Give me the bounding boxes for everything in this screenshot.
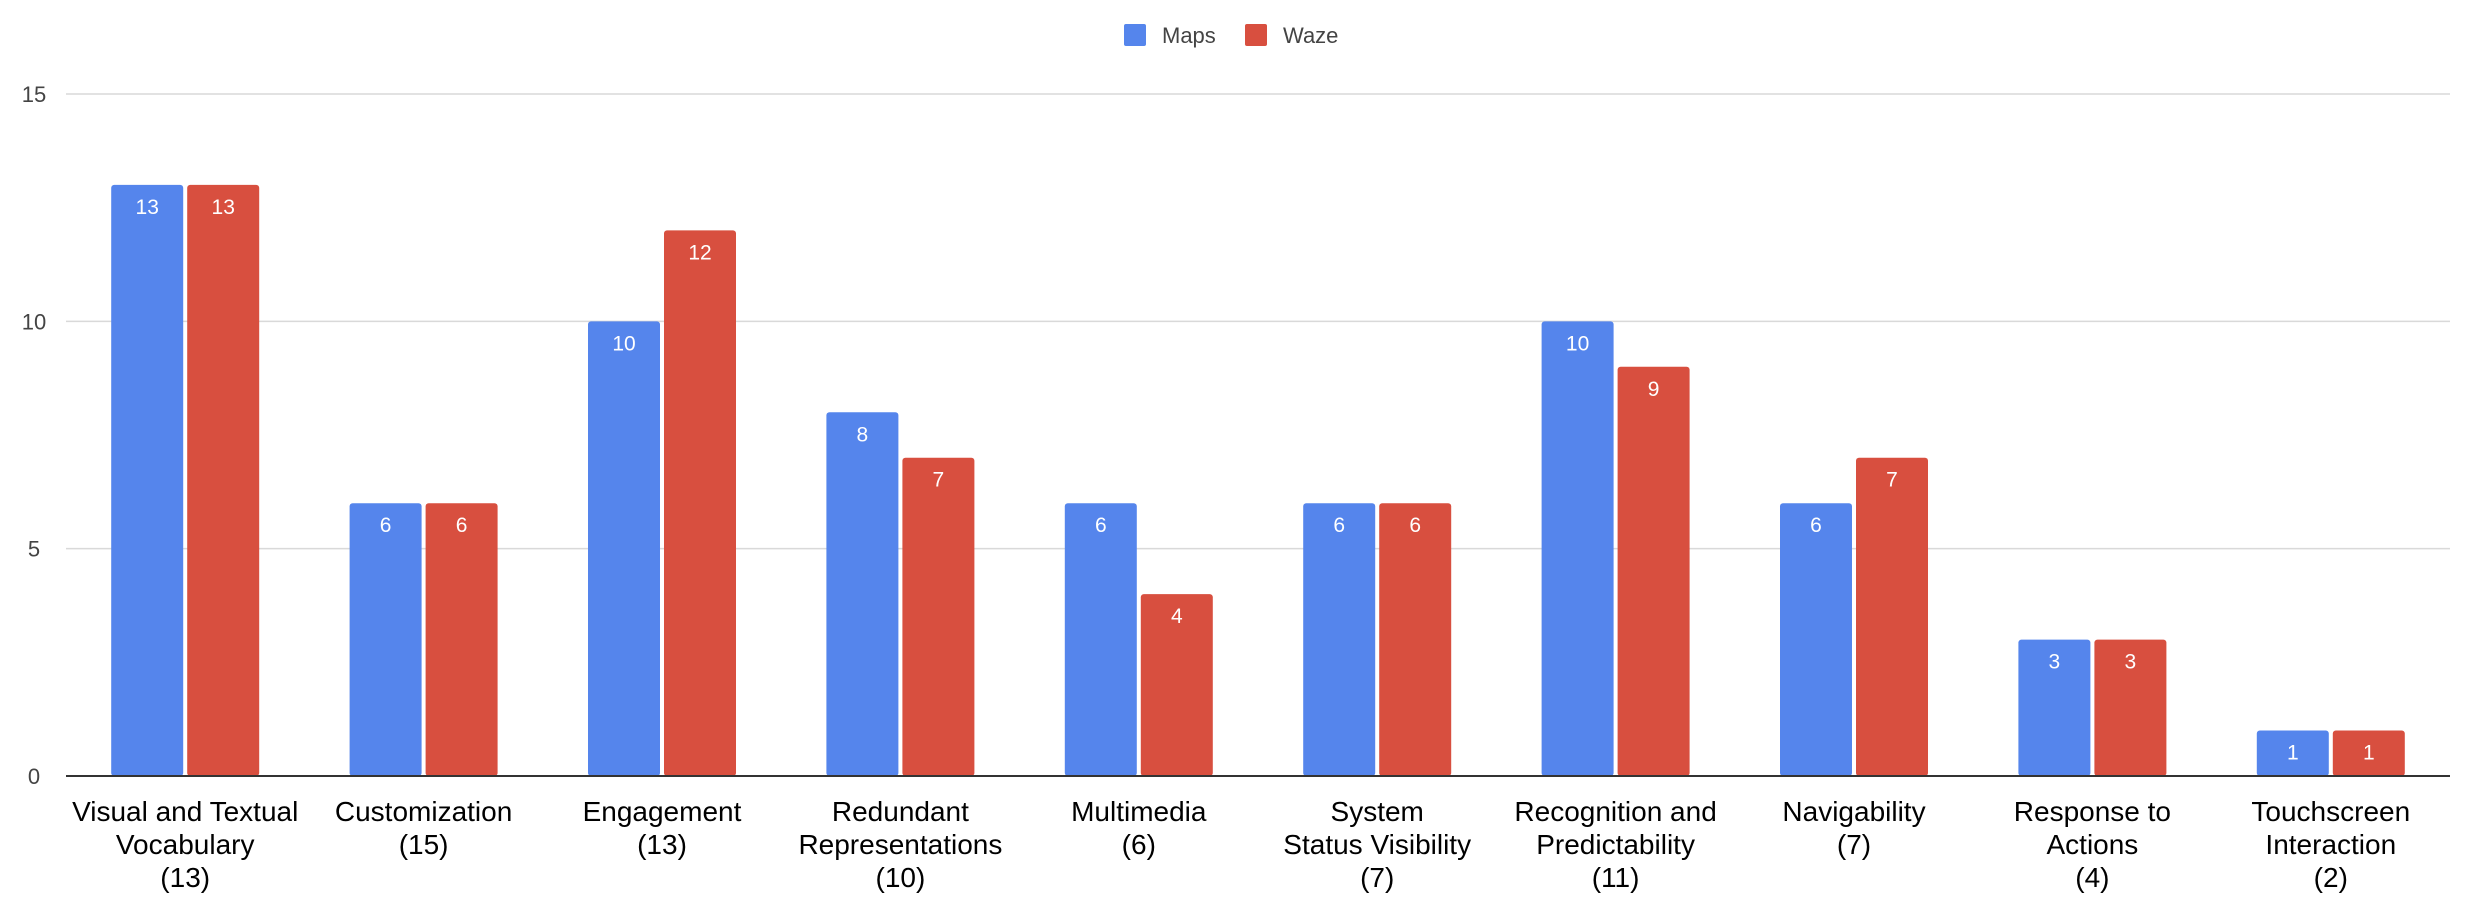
legend-label-maps: Maps (1162, 23, 1216, 48)
y-tick-label: 0 (28, 764, 40, 789)
data-label: 6 (1333, 514, 1345, 537)
x-tick-label: Response to Actions (4) (2014, 796, 2171, 893)
x-tick-label-line: Customization (335, 796, 512, 827)
x-tick-label: System Status Visibility (7) (1283, 796, 1471, 893)
x-tick-label-line: Actions (2046, 829, 2138, 860)
data-label: 10 (1566, 332, 1589, 355)
legend-label-waze: Waze (1283, 23, 1338, 48)
data-label: 10 (612, 332, 635, 355)
data-label: 6 (1095, 514, 1107, 537)
bar-waze (1617, 366, 1690, 776)
x-tick-label-line: Touchscreen (2251, 796, 2410, 827)
bar-maps (1303, 503, 1376, 776)
x-tick-label: Engagement (13) (583, 796, 742, 860)
x-tick-label-line: Representations (798, 829, 1002, 860)
bar-maps (2018, 639, 2091, 776)
bar-waze (1856, 457, 1928, 776)
data-label: 6 (456, 514, 468, 537)
data-label: 13 (212, 196, 235, 219)
bar-maps (1064, 503, 1137, 776)
x-tick-label-line: Recognition and (1514, 796, 1716, 827)
bar-maps (111, 184, 184, 776)
bar-maps (588, 321, 660, 776)
x-tick-label-line: (4) (2075, 862, 2109, 893)
data-label: 6 (1810, 514, 1822, 537)
x-tick-label-line: Engagement (583, 796, 742, 827)
bar-waze (902, 457, 975, 776)
x-tick-label: Multimedia (6) (1071, 796, 1207, 860)
grid-layer (66, 93, 2450, 550)
x-tick-label-line: Response to (2014, 796, 2171, 827)
bar-maps (1541, 321, 1614, 776)
bar-waze (425, 503, 498, 776)
y-tick-label: 15 (22, 82, 46, 107)
x-tick-label: Touchscreen Interaction (2) (2251, 796, 2410, 893)
x-tick-label-line: Redundant (832, 796, 969, 827)
x-tick-label-line: (7) (1360, 862, 1394, 893)
x-tick-label-line: (11) (1592, 862, 1640, 893)
data-label: 12 (688, 241, 711, 264)
x-tick-label-line: (6) (1122, 829, 1156, 860)
data-label: 1 (2287, 742, 2299, 765)
data-label: 1 (2363, 742, 2375, 765)
x-tick-label-line: Multimedia (1071, 796, 1207, 827)
y-tick-label: 5 (28, 537, 40, 562)
y-tick-label: 10 (22, 309, 46, 334)
bar-waze (1140, 594, 1213, 776)
bar-waze (2332, 730, 2405, 776)
data-label: 3 (2125, 651, 2137, 674)
x-tick-label-line: (10) (876, 862, 926, 893)
data-label: 6 (1409, 514, 1421, 537)
legend-swatch-waze (1245, 24, 1267, 46)
label-layer: 13 13 6 6 10 12 8 7 6 4 6 6 10 9 6 7 3 3 1 1 (136, 196, 2375, 765)
x-tick-label-line: Visual and Textual (72, 796, 298, 827)
bar-waze (1379, 503, 1452, 776)
bar-maps (826, 412, 899, 776)
data-label: 9 (1648, 378, 1660, 401)
x-tick-label-line: (15) (399, 829, 449, 860)
x-tick-label-line: Vocabulary (116, 829, 255, 860)
data-label: 7 (1886, 469, 1898, 492)
data-label: 3 (2049, 651, 2061, 674)
bar-waze (2094, 639, 2167, 776)
x-tick-label-line: Status Visibility (1283, 829, 1471, 860)
data-label: 8 (857, 423, 869, 446)
data-label: 6 (380, 514, 392, 537)
x-tick-label-line: (13) (637, 829, 687, 860)
bar-waze (664, 230, 736, 776)
x-tick-label-line: Navigability (1782, 796, 1925, 827)
x-tick-label: Customization (15) (335, 796, 512, 860)
x-tick-label: Visual and Textual Vocabulary (13) (72, 796, 298, 893)
data-label: 7 (933, 469, 945, 492)
data-label: 13 (136, 196, 159, 219)
x-tick-label: Navigability (7) (1782, 796, 1925, 860)
bar-maps (349, 503, 422, 776)
data-label: 4 (1171, 605, 1183, 628)
bar-maps (2256, 730, 2329, 776)
x-tick-label-line: System (1331, 796, 1424, 827)
x-tick-label-line: Interaction (2265, 829, 2396, 860)
x-tick-label-line: (2) (2314, 862, 2348, 893)
x-tick-label-line: (7) (1837, 829, 1871, 860)
bar-maps (1780, 503, 1852, 776)
x-tick-label-line: (13) (160, 862, 210, 893)
bar-waze (187, 184, 260, 776)
x-tick-label: Redundant Representations (10) (798, 796, 1002, 893)
x-tick-label: Recognition and Predictability (11) (1514, 796, 1716, 893)
x-tick-label-line: Predictability (1536, 829, 1695, 860)
legend: Maps Waze (1124, 23, 1338, 48)
bar-layer (111, 184, 2405, 776)
legend-swatch-maps (1124, 24, 1146, 46)
